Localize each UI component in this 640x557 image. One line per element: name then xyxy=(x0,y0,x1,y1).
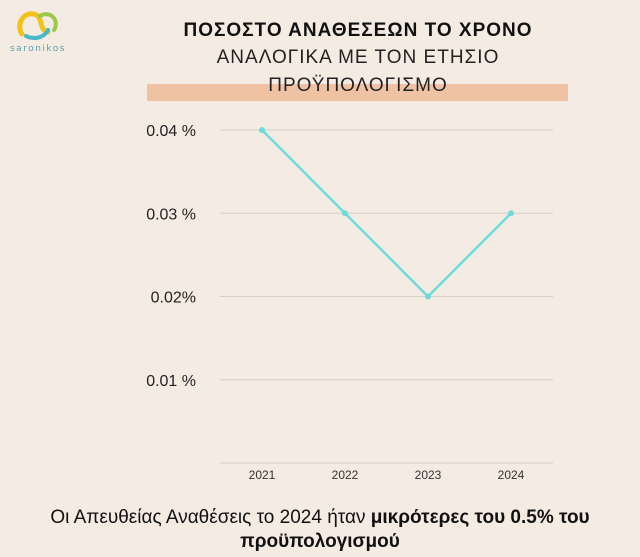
data-point xyxy=(342,210,348,217)
x-tick-label: 2022 xyxy=(332,468,359,482)
y-tick-label: 0.01 % xyxy=(146,373,196,390)
line-chart: 0.01 % 0.02% 0.03 % 0.04 % 2021 2022 2023 2024 xyxy=(146,123,553,482)
footer-text-normal: Οι Απευθείας Αναθέσεις το 2024 ήταν xyxy=(50,507,371,528)
y-tick-label: 0.04 % xyxy=(146,123,196,140)
y-tick-label: 0.03 % xyxy=(146,206,196,223)
x-tick-label: 2021 xyxy=(249,468,276,482)
y-tick-label: 0.02% xyxy=(151,290,196,307)
data-point xyxy=(425,293,431,300)
x-tick-label: 2024 xyxy=(498,468,525,482)
footer-caption: Οι Απευθείας Αναθέσεις το 2024 ήταν μικρ… xyxy=(0,506,640,554)
logo-mark-icon xyxy=(17,11,58,40)
footer-text-bold-1: μικρότερες του 0.5% του xyxy=(370,507,590,528)
logo-text: saronikos xyxy=(9,44,66,54)
title-line-2: ΑΝΑΛΟΓΙΚΑ ΜΕ ΤΟΝ ΕΤΗΣΙΟ xyxy=(216,47,500,68)
series-line xyxy=(261,129,512,298)
title-line-3: ΠΡΟΫΠΟΛΟΓΙΣΜΟ xyxy=(268,75,448,96)
x-tick-label: 2023 xyxy=(415,468,442,482)
data-point xyxy=(508,210,514,217)
footer-text-bold-2: προϋπολογισμού xyxy=(240,531,400,552)
title-line-1: ΠΟΣΟΣΤΟ ΑΝΑΘΕΣΕΩΝ ΤΟ ΧΡΟΝΟ xyxy=(183,20,533,41)
title-highlight-band xyxy=(147,84,568,101)
data-point xyxy=(259,127,265,133)
saronikos-logo: saronikos xyxy=(8,8,68,60)
chart-title: ΠΟΣΟΣΤΟ ΑΝΑΘΕΣΕΩΝ ΤΟ ΧΡΟΝΟ ΑΝΑΛΟΓΙΚΑ ΜΕ … xyxy=(150,18,566,100)
